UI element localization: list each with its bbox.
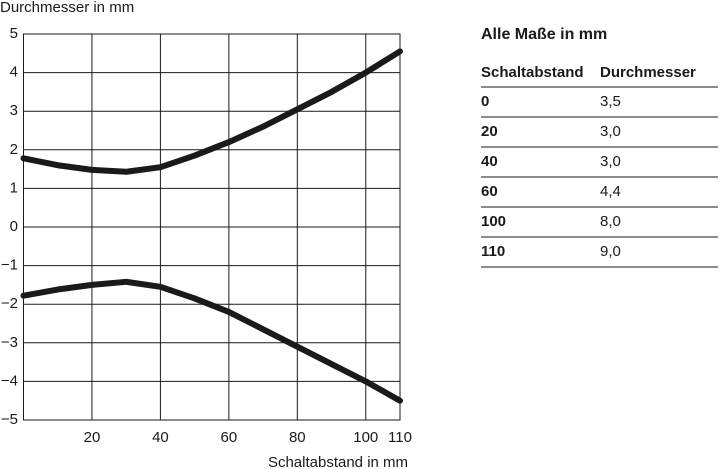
data-line	[20, 48, 403, 175]
x-tick-label: 20	[84, 429, 101, 446]
y-tick-label: 4	[10, 64, 18, 81]
table-cell: 9,0	[600, 243, 621, 260]
table-cell: 40	[481, 153, 498, 170]
y-tick-label: 3	[10, 102, 18, 119]
table-cell: 8,0	[600, 213, 621, 230]
data-line	[20, 278, 403, 404]
table-cell: 60	[481, 183, 498, 200]
table-cell: 20	[481, 123, 498, 140]
table-cell: 3,5	[600, 93, 621, 110]
y-tick-label: −3	[1, 334, 18, 351]
y-tick-label: 5	[10, 25, 18, 42]
y-tick-label: 2	[10, 141, 18, 158]
y-axis-label: Durchmesser in mm	[0, 0, 134, 16]
y-tick-label: 1	[10, 179, 18, 196]
x-tick-label: 100	[353, 429, 378, 446]
y-tick-label: −1	[1, 257, 18, 274]
x-tick-label: 80	[289, 429, 306, 446]
table-cell: 4,4	[600, 183, 621, 200]
y-tick-label: 0	[10, 218, 18, 235]
x-tick-label: 40	[152, 429, 169, 446]
y-tick-label: −5	[1, 411, 18, 428]
x-tick-label: 60	[221, 429, 238, 446]
y-tick-label: −2	[1, 295, 18, 312]
table-cell: 3,0	[600, 123, 621, 140]
table-cell: 110	[481, 243, 505, 260]
table-header: Durchmesser	[600, 64, 696, 81]
table-cell: 100	[481, 213, 506, 230]
table-title: Alle Maße in mm	[481, 26, 607, 43]
table-cell: 3,0	[600, 153, 621, 170]
x-tick-label: 110	[388, 429, 412, 446]
x-axis-label: Schaltabstand in mm	[268, 454, 408, 469]
table-header: Schaltabstand	[481, 64, 584, 81]
y-tick-label: −4	[1, 372, 18, 389]
table-cell: 0	[481, 93, 489, 110]
